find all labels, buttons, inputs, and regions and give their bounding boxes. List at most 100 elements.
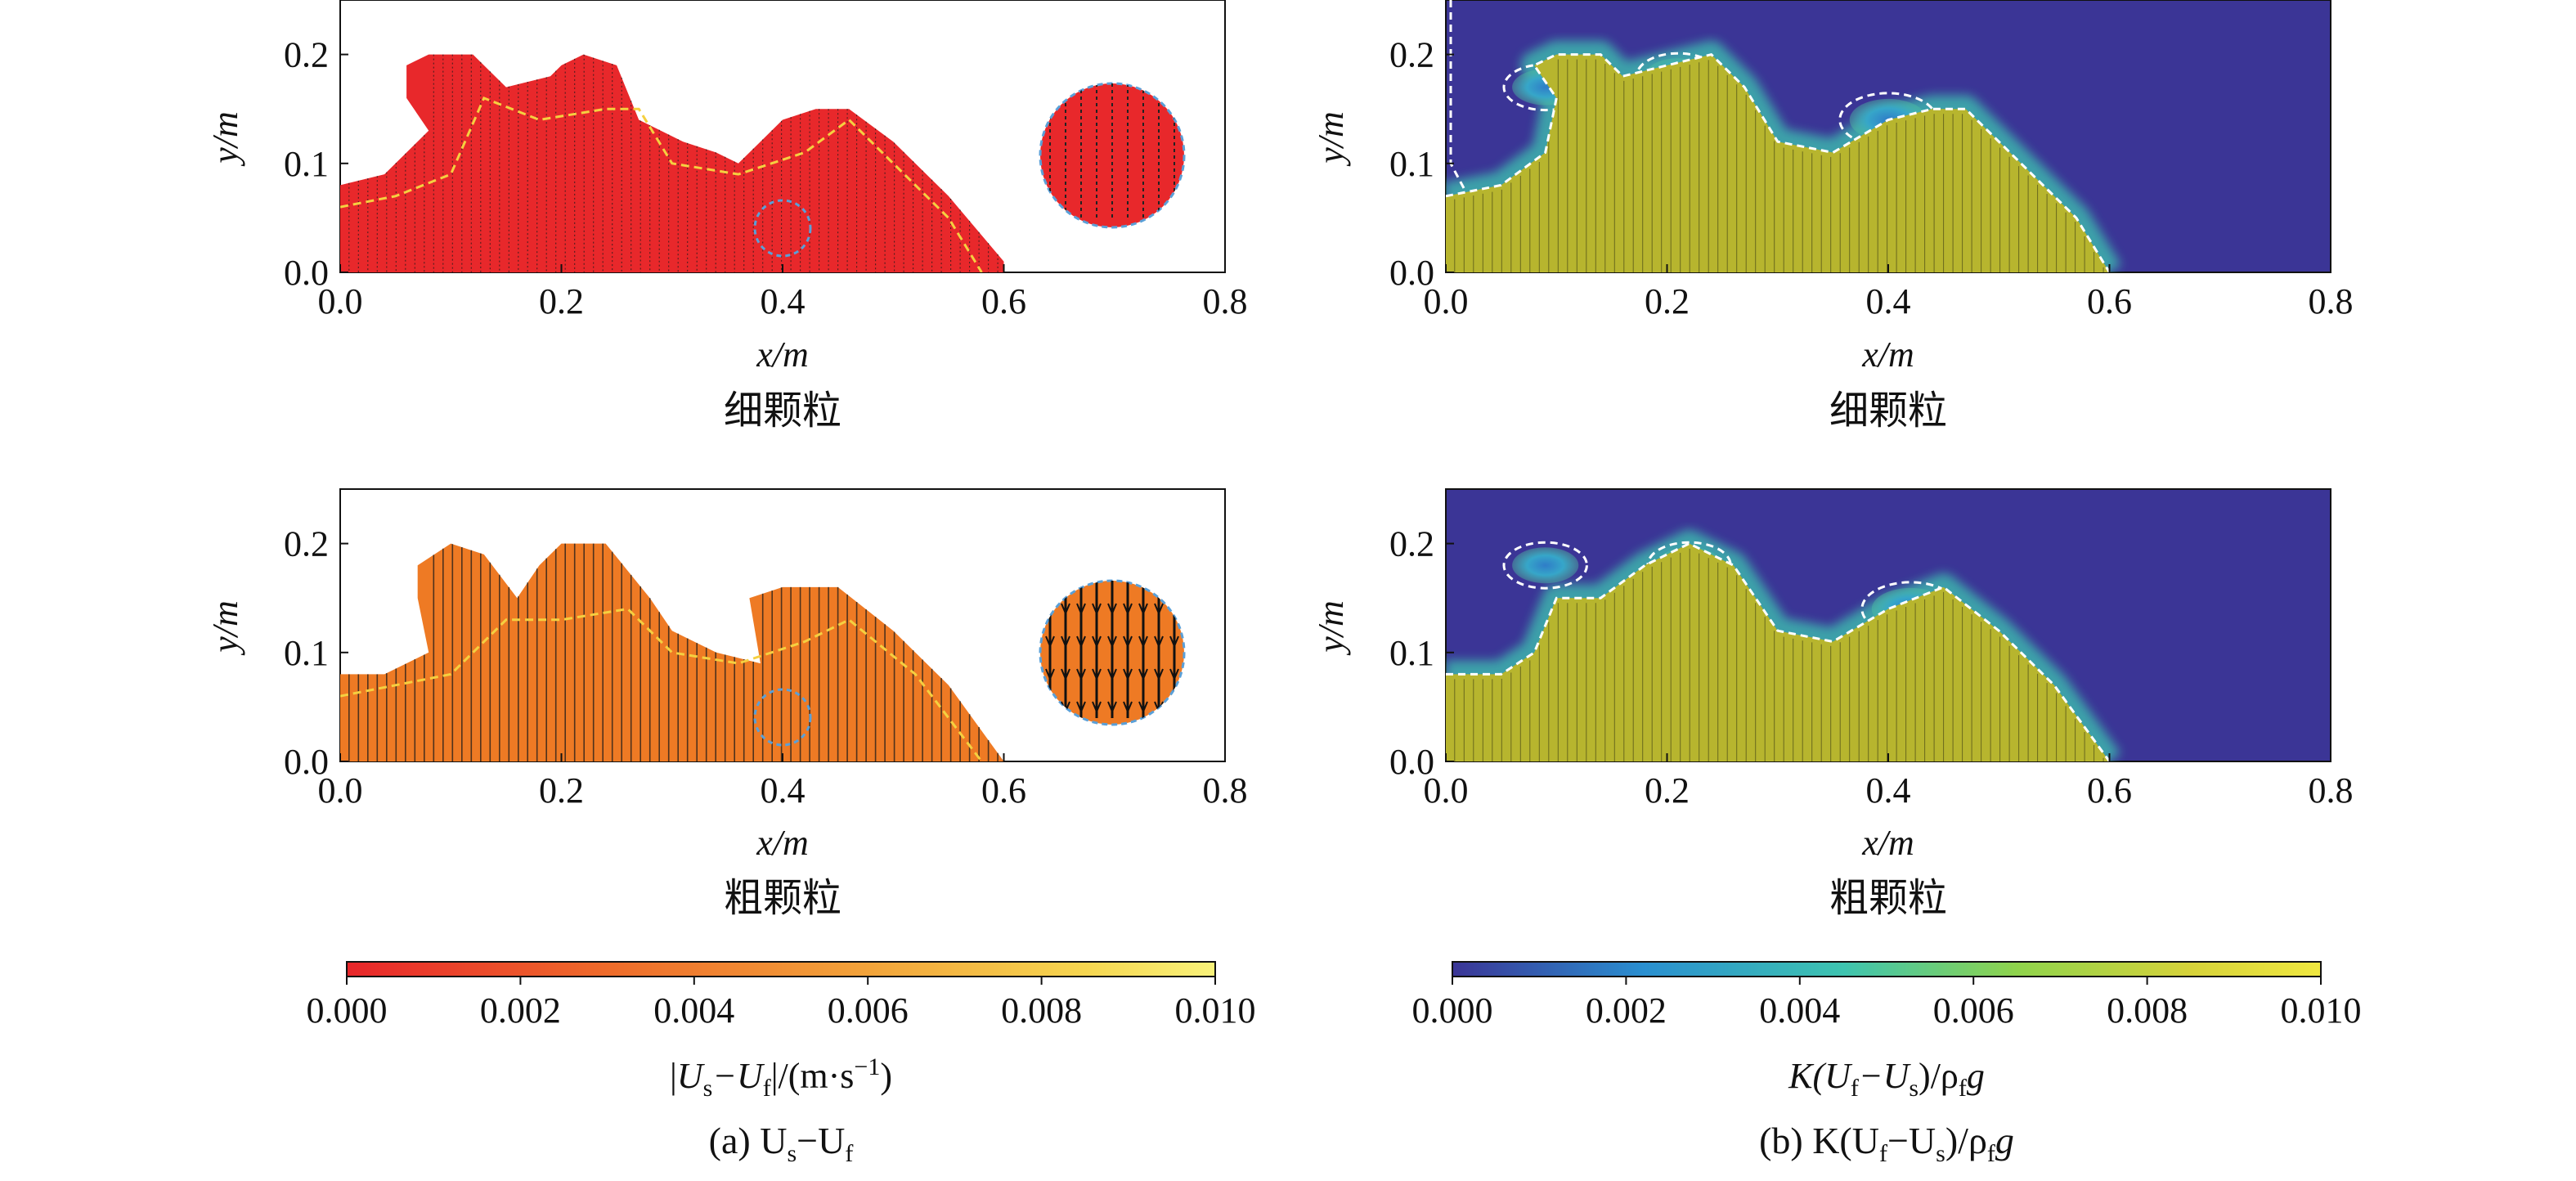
axes: 0.0 0.2 0.4 0.6 0.8 0.0 0.1 0.2 — [1389, 524, 2354, 811]
y-tick-label: 0.0 — [1389, 253, 1434, 293]
x-tick-label: 0.2 — [539, 770, 584, 811]
interface-line — [340, 607, 983, 761]
colorbar-tick-label: 0.008 — [1001, 990, 1082, 1031]
inset-arrowhead — [1076, 668, 1086, 681]
velocity-vector-field — [348, 543, 999, 761]
surface-outline — [1446, 541, 2111, 761]
colorbar-tick-label: 0.004 — [653, 990, 734, 1031]
colorbar-a-label: |Us−Uf|/(m·s−1) — [670, 1053, 892, 1102]
colorbar-tick-label: 0.008 — [2107, 990, 2188, 1031]
x-axis-label: x/m — [1861, 823, 1914, 863]
inset-zoom — [1039, 82, 1186, 229]
inset-arrowhead — [1107, 701, 1117, 714]
inset-arrowhead — [1169, 668, 1179, 681]
colorbar-tick-label: 0.010 — [1175, 990, 1256, 1031]
x-tick-label: 0.6 — [2087, 281, 2132, 321]
y-tick-label: 0.0 — [284, 253, 329, 293]
zoom-marker-circle — [753, 688, 812, 747]
colorbar-b-label: K(Uf−Us)/ρfg — [1788, 1056, 1985, 1102]
inset-arrowhead — [1076, 635, 1086, 649]
inset-arrowhead — [1123, 668, 1133, 681]
inset-arrowhead — [1076, 701, 1086, 714]
x-tick-label: 0.2 — [1645, 770, 1690, 811]
x-tick-label: 0.4 — [761, 770, 806, 811]
inset-arrowhead — [1045, 668, 1055, 681]
axes: 0.0 0.2 0.4 0.6 0.8 0.0 0.1 0.2 — [284, 35, 1248, 321]
inset-arrowhead — [1107, 668, 1117, 681]
inset-arrowhead — [1138, 603, 1148, 616]
vortex-outline — [1502, 63, 1588, 112]
y-tick-label: 0.0 — [284, 742, 329, 782]
plot-b-fine: 0.0 0.2 0.4 0.6 0.8 0.0 0.1 0.2 x/m y/m 细颗粒 — [1311, 0, 2354, 433]
colorbar-tick-label: 0.006 — [1933, 990, 2014, 1031]
y-tick-label: 0.0 — [1389, 742, 1434, 782]
inset-arrowhead — [1092, 603, 1102, 616]
inset-arrowhead — [1092, 701, 1102, 714]
plot-b-coarse: 0.0 0.2 0.4 0.6 0.8 0.0 0.1 0.2 x/m y/m 粗颗粒 — [1311, 488, 2354, 920]
colorbar-tick-label: 0.010 — [2281, 990, 2362, 1031]
colorbar-tick-label: 0.002 — [1586, 990, 1667, 1031]
caption-a: (a) Us−Uf — [709, 1120, 854, 1167]
axes: 0.0 0.2 0.4 0.6 0.8 0.0 0.1 0.2 — [1389, 35, 2354, 321]
plot-a-coarse: 0.0 0.2 0.4 0.6 0.8 0.0 0.1 0.2 x/m y/m 粗颗粒 — [205, 488, 1248, 920]
x-tick-label: 0.0 — [318, 281, 363, 321]
inset-arrowhead — [1138, 668, 1148, 681]
x-axis-label: x/m — [756, 335, 809, 375]
inset-arrowhead — [1123, 701, 1133, 714]
surface-outline — [1446, 52, 2111, 272]
colorbar-b-ticks: 0.000 0.002 0.004 0.006 0.008 0.010 — [1412, 977, 2362, 1031]
velocity-vector-field — [348, 54, 999, 272]
x-tick-label: 0.4 — [1866, 770, 1911, 811]
inset-arrowhead — [1061, 668, 1070, 681]
y-tick-label: 0.1 — [1389, 144, 1434, 184]
inset-arrowhead — [1138, 635, 1148, 649]
inset-arrowhead — [1138, 701, 1148, 714]
x-tick-label: 0.8 — [2309, 770, 2354, 811]
colorbar-tick-label: 0.006 — [828, 990, 909, 1031]
force-vector-field — [1454, 59, 2104, 272]
colorbar-a-ticks: 0.000 0.002 0.004 0.006 0.008 0.010 — [307, 977, 1256, 1031]
inset-zoom — [1039, 579, 1186, 726]
y-axis-label: y/m — [205, 600, 245, 656]
colorbar-b: 0.000 0.002 0.004 0.006 0.008 0.010 K(Uf−Us)/… — [1412, 961, 2362, 1102]
plot-a-fine: 0.0 0.2 0.4 0.6 0.8 0.0 0.1 0.2 x/m y/m 细颗粒 — [205, 0, 1248, 433]
inset-arrowhead — [1154, 603, 1164, 616]
y-axis-label: y/m — [205, 111, 245, 167]
x-tick-label: 0.6 — [2087, 770, 2132, 811]
subplot-title: 粗颗粒 — [1829, 877, 1947, 920]
inset-arrowhead — [1061, 635, 1070, 649]
x-tick-label: 0.2 — [1645, 281, 1690, 321]
x-tick-label: 0.0 — [1424, 281, 1469, 321]
x-tick-label: 0.8 — [2309, 281, 2354, 321]
x-tick-label: 0.2 — [539, 281, 584, 321]
inset-arrowhead — [1092, 635, 1102, 649]
y-axis-label: y/m — [1311, 600, 1351, 656]
x-tick-label: 0.8 — [1203, 281, 1248, 321]
colorbar-tick-label: 0.000 — [1412, 990, 1493, 1031]
inset-arrowhead — [1154, 668, 1164, 681]
x-tick-label: 0.6 — [981, 770, 1026, 811]
inset-arrowhead — [1107, 635, 1117, 649]
axes: 0.0 0.2 0.4 0.6 0.8 0.0 0.1 0.2 — [284, 524, 1248, 811]
vortex-spot — [1512, 547, 1579, 584]
inset-vectors — [1045, 581, 1179, 718]
inset-arrowhead — [1045, 635, 1055, 649]
force-vector-field — [1454, 548, 2104, 761]
inset-arrowhead — [1154, 635, 1164, 649]
inset-arrowhead — [1123, 603, 1133, 616]
inset-arrowhead — [1123, 635, 1133, 649]
x-tick-label: 0.4 — [761, 281, 806, 321]
y-tick-label: 0.2 — [284, 524, 329, 564]
caption-b: (b) K(Uf−Us)/ρfg — [1759, 1120, 2014, 1167]
inset-arrowhead — [1061, 603, 1070, 616]
x-axis-label: x/m — [756, 823, 809, 863]
colorbar-b-gradient — [1452, 961, 2322, 977]
subplot-title: 粗颗粒 — [724, 877, 841, 920]
y-tick-label: 0.2 — [1389, 35, 1434, 75]
x-tick-label: 0.4 — [1866, 281, 1911, 321]
vortex-outline — [1502, 541, 1588, 590]
x-tick-label: 0.0 — [1424, 770, 1469, 811]
y-tick-label: 0.1 — [1389, 633, 1434, 673]
inset-arrowhead — [1092, 668, 1102, 681]
